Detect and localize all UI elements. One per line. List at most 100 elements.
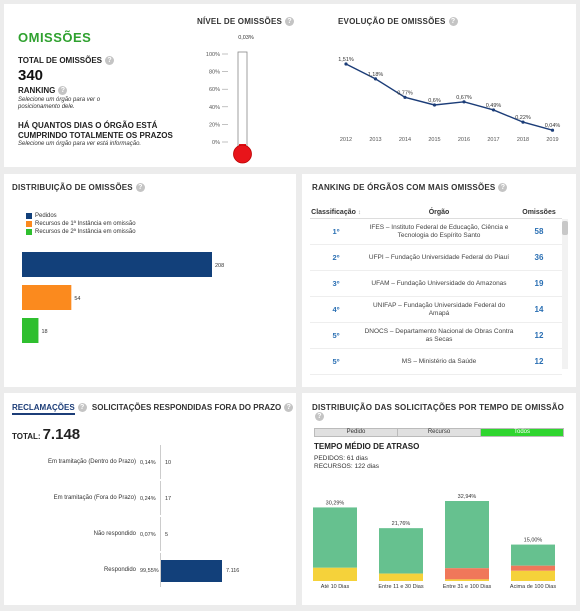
- tempo-bar-segment-green[interactable]: [445, 501, 489, 569]
- ranking-panel: RANKING DE ÓRGÃOS COM MAIS OMISSÕES? Cla…: [302, 174, 576, 387]
- distribuicao-bar[interactable]: [22, 318, 39, 343]
- tempo-bar-segment-yellow[interactable]: [445, 579, 489, 581]
- tempo-bar-pct-label: 30,29%: [326, 500, 345, 506]
- evolution-point[interactable]: [550, 128, 555, 132]
- bar-value-label: 18: [41, 329, 47, 335]
- reclamacao-value: 5: [165, 532, 169, 538]
- sort-icon[interactable]: ↕: [357, 210, 361, 216]
- reclamacao-label: Não respondido: [93, 531, 136, 537]
- ranking-table: Classificação ↕ Órgão Omissões 1º IFES –…: [310, 207, 562, 375]
- evolution-point[interactable]: [462, 100, 466, 104]
- tab-solicitacoes-fora-prazo[interactable]: SOLICITAÇÕES RESPONDIDAS FORA DO PRAZO: [91, 403, 282, 412]
- evolution-year-label: 2012: [340, 137, 352, 143]
- scrollbar-thumb[interactable]: [562, 221, 568, 235]
- reclamacao-pct: 0,14%: [140, 460, 156, 466]
- evolution-year-label: 2015: [428, 137, 440, 143]
- axis-line: [160, 517, 161, 551]
- evolution-point[interactable]: [491, 108, 496, 112]
- recursos-line: RECURSOS: 122 dias: [314, 463, 380, 470]
- table-row[interactable]: 2º UFPI – Fundação Universidade Federal …: [310, 244, 562, 271]
- legend-item-recursos-2[interactable]: Recursos de 2ª Instância em omissão: [26, 228, 136, 236]
- help-icon[interactable]: ?: [77, 403, 87, 413]
- tab-recurso[interactable]: Recurso: [398, 429, 481, 436]
- distribuicao-bar[interactable]: [22, 252, 212, 277]
- thermometer-gauge: 100% 80% 60% 40% 20% 0% 0,03%: [206, 35, 254, 164]
- pedidos-line: PEDIDOS: 61 dias: [314, 455, 368, 462]
- tempo-bar-segment-green[interactable]: [313, 507, 357, 568]
- ranking-label: RANKING?: [18, 86, 68, 96]
- evolution-line: [345, 63, 553, 131]
- table-row[interactable]: 4º UNIFAP – Fundação Universidade Federa…: [310, 296, 562, 323]
- nivel-omissoes-title: NÍVEL DE OMISSÕES?: [197, 17, 295, 27]
- help-icon[interactable]: ?: [498, 183, 508, 193]
- tempo-bar-segment-green[interactable]: [379, 528, 423, 574]
- reclamacao-value: 10: [165, 460, 172, 466]
- tempo-title: DISTRIBUIÇÃO DAS SOLICITAÇÕES POR TEMPO …: [312, 403, 565, 422]
- help-icon[interactable]: ?: [315, 412, 324, 422]
- tab-todos[interactable]: Todos: [481, 429, 563, 436]
- tempo-bar-segment-red[interactable]: [445, 568, 489, 580]
- evolution-point[interactable]: [403, 95, 407, 99]
- thermo-tick-label: 0%: [212, 140, 220, 146]
- evolution-point-label: 0,49%: [486, 103, 502, 109]
- tab-reclamacoes[interactable]: RECLAMAÇÕES: [12, 403, 75, 415]
- evolution-point-label: 0,6%: [428, 98, 441, 104]
- evolution-point-label: 0,77%: [397, 90, 413, 96]
- help-icon[interactable]: ?: [135, 183, 145, 193]
- reclamacao-bar[interactable]: [160, 560, 222, 582]
- evolution-point[interactable]: [373, 77, 378, 81]
- orgao-cell: UFAM – Fundação Universidade do Amazonas: [362, 270, 516, 297]
- help-icon[interactable]: ?: [58, 86, 68, 96]
- col-omissoes[interactable]: Omissões: [516, 207, 562, 219]
- help-icon[interactable]: ?: [284, 403, 294, 413]
- total-omissoes-value: 340: [18, 67, 44, 84]
- distribuicao-panel: DISTRIBUIÇÃO DE OMISSÕES? Pedidos Recurs…: [4, 174, 296, 387]
- rank-cell: 4º: [310, 296, 362, 323]
- col-orgao[interactable]: Órgão: [362, 207, 516, 219]
- table-row[interactable]: 1º IFES – Instituto Federal de Educação,…: [310, 218, 562, 245]
- thermo-tick-label: 40%: [209, 105, 220, 111]
- axis-line: [160, 553, 161, 587]
- table-row[interactable]: 3º UFAM – Fundação Universidade do Amazo…: [310, 270, 562, 297]
- ranking-scrollbar[interactable]: [562, 219, 568, 369]
- distribuicao-bar[interactable]: [22, 285, 72, 310]
- tempo-bar-segment-yellow[interactable]: [511, 570, 555, 581]
- help-icon[interactable]: ?: [448, 17, 458, 27]
- tempo-stacked-bar-chart: 30,29% Até 10 Dias 21,76% Entre 11 e 30 Dia…: [313, 494, 556, 590]
- tempo-bar-category-label: Entre 31 e 100 Dias: [443, 584, 492, 590]
- tab-pedido[interactable]: Pedido: [315, 429, 398, 436]
- legend-swatch: [26, 221, 32, 227]
- evolution-point[interactable]: [432, 103, 437, 107]
- tempo-bar-segment-yellow[interactable]: [313, 567, 357, 581]
- evolution-line-chart: 1,51% 2012 1,18% 2013 0,77% 2014 0,6% 2015 0,67%…: [338, 57, 560, 143]
- thermo-tick-label: 20%: [209, 122, 220, 128]
- legend-item-recursos-1[interactable]: Recursos de 1ª Instância em omissão: [26, 220, 136, 228]
- evolution-point[interactable]: [344, 62, 348, 66]
- tempo-bar-category-label: Até 10 Dias: [321, 584, 350, 590]
- table-row[interactable]: 5º DNOCS – Departamento Nacional de Obra…: [310, 322, 562, 349]
- bar-value-label: 54: [74, 296, 80, 302]
- tempo-bar-segment-green[interactable]: [511, 544, 555, 566]
- legend-swatch: [26, 213, 32, 219]
- omissoes-cell: 14: [516, 296, 562, 323]
- evolution-point-label: 1,18%: [368, 72, 384, 78]
- legend-item-pedidos[interactable]: Pedidos: [26, 212, 136, 220]
- evolution-year-label: 2016: [458, 137, 470, 143]
- axis-line: [160, 481, 161, 515]
- evolution-point-label: 0,22%: [515, 115, 531, 121]
- tempo-tab-selector: Pedido Recurso Todos: [314, 428, 564, 437]
- bar-value-label: 208: [215, 263, 224, 269]
- reclamacao-label: Em tramitação (Fora do Prazo): [53, 495, 136, 501]
- table-row[interactable]: 5º MS – Ministério da Saúde 12: [310, 348, 562, 375]
- orgao-cell: UNIFAP – Fundação Universidade Federal d…: [362, 296, 516, 323]
- ranking-hint: Selecione um órgão para ver o posicionam…: [18, 97, 101, 110]
- col-classificacao[interactable]: Classificação ↕: [310, 207, 362, 219]
- evolucao-omissoes-title: EVOLUÇÃO DE OMISSÕES?: [338, 17, 458, 27]
- help-icon[interactable]: ?: [285, 17, 295, 27]
- tempo-bar-segment-yellow[interactable]: [379, 573, 423, 581]
- evolution-point[interactable]: [521, 120, 525, 124]
- tempo-bar-pct-label: 15,00%: [524, 538, 543, 544]
- help-icon[interactable]: ?: [105, 56, 115, 66]
- tempo-bar-category-label: Entre 11 e 30 Dias: [378, 584, 423, 590]
- tempo-bar-segment-red[interactable]: [511, 565, 555, 571]
